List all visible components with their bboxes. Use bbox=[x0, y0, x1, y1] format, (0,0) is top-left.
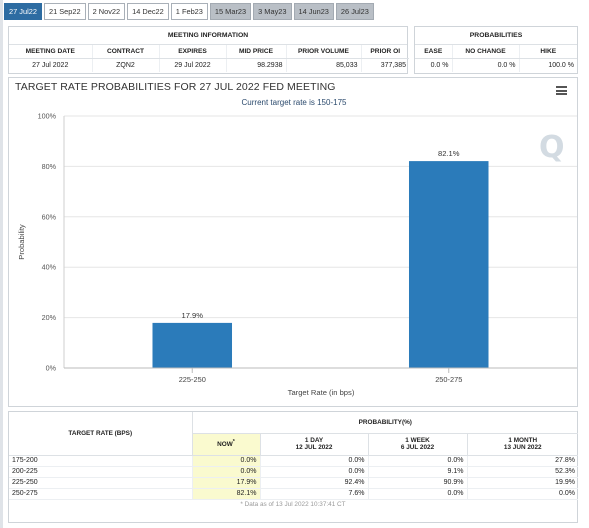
header-no-change: NO CHANGE bbox=[452, 45, 520, 59]
probabilities-panel: PROBABILITIES EASE NO CHANGE HIKE 0.0 % … bbox=[414, 26, 578, 74]
now-cell: 0.0% bbox=[192, 466, 261, 478]
x-axis: 225-250 250-275 bbox=[64, 367, 577, 384]
one-week-cell: 90.9% bbox=[368, 477, 468, 489]
now-cell: 0.0% bbox=[192, 455, 261, 467]
one-day-cell: 0.0% bbox=[260, 455, 369, 467]
x-tick-label: 225-250 bbox=[179, 375, 206, 384]
probability-bar-chart: 0% 20% 40% 60% 80% 100% 17.9% 82.1% 225-250 250… bbox=[17, 112, 577, 397]
header-1-month: 1 MONTH 13 JUN 2022 bbox=[467, 433, 579, 456]
y-tick-label: 60% bbox=[42, 212, 57, 221]
meeting-tabs: 27 Jul22 21 Sep22 2 Nov22 14 Dec22 1 Feb… bbox=[4, 3, 376, 21]
y-tick-label: 80% bbox=[42, 162, 57, 171]
hike-value: 100.0 % bbox=[548, 61, 574, 69]
contract-value: ZQN2 bbox=[92, 58, 160, 72]
tab-meeting-7[interactable]: 3 May23 bbox=[253, 3, 292, 20]
header-contract: CONTRACT bbox=[92, 45, 160, 59]
header-1-day: 1 DAY 12 JUL 2022 bbox=[260, 433, 369, 456]
x-tick-label: 250-275 bbox=[435, 375, 462, 384]
bar-data-label: 17.9% bbox=[181, 311, 203, 320]
tab-meeting-6[interactable]: 15 Mar23 bbox=[209, 3, 252, 20]
rate-cell: 250-275 bbox=[9, 488, 193, 500]
y-tick-label: 100% bbox=[38, 112, 57, 121]
one-month-cell: 52.3% bbox=[467, 466, 579, 478]
header-expires: EXPIRES bbox=[159, 45, 227, 59]
header-meeting-date: MEETING DATE bbox=[9, 45, 93, 59]
probability-history-table: TARGET RATE (BPS) PROBABILITY(%) NOW* 1 … bbox=[9, 412, 579, 500]
probability-history-panel: TARGET RATE (BPS) PROBABILITY(%) NOW* 1 … bbox=[8, 411, 579, 523]
header-prior-oi: PRIOR OI bbox=[361, 45, 409, 59]
chart-title: TARGET RATE PROBABILITIES FOR 27 JUL 202… bbox=[15, 81, 336, 93]
tab-meeting-3[interactable]: 2 Nov22 bbox=[87, 3, 126, 20]
one-day-cell: 7.6% bbox=[260, 488, 369, 500]
target-rate-chart-panel: TARGET RATE PROBABILITIES FOR 27 JUL 202… bbox=[8, 77, 578, 407]
one-week-cell: 0.0% bbox=[368, 488, 468, 500]
data-timestamp-footnote: * Data as of 13 Jul 2022 10:37:41 CT bbox=[240, 500, 346, 508]
cme-logo-watermark: Q bbox=[539, 130, 565, 165]
one-day-cell: 92.4% bbox=[260, 477, 369, 489]
tab-meeting-9[interactable]: 26 Jul23 bbox=[335, 3, 374, 20]
one-month-cell: 19.9% bbox=[467, 477, 579, 489]
no-change-value: 0.0 % bbox=[452, 58, 520, 72]
header-mid-price: MID PRICE bbox=[226, 45, 287, 59]
hamburger-menu-icon[interactable] bbox=[556, 86, 567, 95]
now-cell: 82.1% bbox=[192, 488, 261, 500]
header-ease: EASE bbox=[415, 45, 453, 59]
chart-bars: 17.9% 82.1% bbox=[152, 149, 489, 368]
prior-oi-value: 377,385 bbox=[380, 61, 406, 69]
one-month-cell: 0.0% bbox=[467, 488, 579, 500]
bar-data-label: 82.1% bbox=[438, 149, 460, 158]
meeting-information-title: MEETING INFORMATION bbox=[9, 27, 407, 45]
rate-cell: 225-250 bbox=[9, 477, 193, 489]
tab-meeting-8[interactable]: 14 Jun23 bbox=[293, 3, 334, 20]
window-edge bbox=[0, 0, 3, 528]
y-tick-label: 40% bbox=[42, 263, 57, 272]
table-row: 200-225 0.0% 0.0% 9.1% 52.3% bbox=[9, 466, 579, 478]
header-probability: PROBABILITY(%) bbox=[192, 412, 579, 434]
table-row: 250-275 82.1% 7.6% 0.0% 0.0% bbox=[9, 488, 579, 500]
y-tick-label: 0% bbox=[46, 364, 57, 373]
probabilities-table: EASE NO CHANGE HIKE 0.0 % 0.0 % 100.0 % bbox=[415, 45, 577, 72]
one-week-cell: 9.1% bbox=[368, 466, 468, 478]
header-now: NOW* bbox=[192, 433, 261, 456]
header-target-rate: TARGET RATE (BPS) bbox=[9, 412, 193, 456]
one-week-cell: 0.0% bbox=[368, 455, 468, 467]
x-axis-label: Target Rate (in bps) bbox=[288, 388, 355, 397]
probabilities-title: PROBABILITIES bbox=[415, 27, 577, 45]
rate-cell: 175-200 bbox=[9, 455, 193, 467]
chart-subtitle: Current target rate is 150-175 bbox=[241, 98, 347, 107]
table-row: 225-250 17.9% 92.4% 90.9% 19.9% bbox=[9, 477, 579, 489]
header-prior-volume: PRIOR VOLUME bbox=[286, 45, 362, 59]
meeting-information-table: MEETING DATE CONTRACT EXPIRES MID PRICE … bbox=[9, 45, 409, 72]
one-day-cell: 0.0% bbox=[260, 466, 369, 478]
meeting-date-value: 27 Jul 2022 bbox=[9, 58, 93, 72]
bar bbox=[152, 322, 233, 368]
tab-meeting-4[interactable]: 14 Dec22 bbox=[127, 3, 169, 20]
one-month-cell: 27.8% bbox=[467, 455, 579, 467]
y-axis-label: Probability bbox=[17, 224, 26, 260]
header-hike: HIKE bbox=[519, 45, 577, 59]
tab-meeting-1[interactable]: 27 Jul22 bbox=[4, 3, 42, 20]
expires-value: 29 Jul 2022 bbox=[159, 58, 227, 72]
ease-value: 0.0 % bbox=[415, 58, 453, 72]
header-1-week: 1 WEEK 6 JUL 2022 bbox=[368, 433, 468, 456]
bar bbox=[408, 161, 489, 368]
chart-gridlines bbox=[64, 115, 577, 369]
y-axis: 0% 20% 40% 60% 80% 100% bbox=[38, 112, 65, 373]
prior-volume-value: 85,033 bbox=[286, 58, 362, 72]
tab-meeting-2[interactable]: 21 Sep22 bbox=[43, 3, 86, 20]
meeting-information-panel: MEETING INFORMATION MEETING DATE CONTRAC… bbox=[8, 26, 409, 74]
table-row: 175-200 0.0% 0.0% 0.0% 27.8% bbox=[9, 455, 579, 467]
y-tick-label: 20% bbox=[42, 313, 57, 322]
rate-cell: 200-225 bbox=[9, 466, 193, 478]
mid-price-value: 98.2938 bbox=[226, 58, 287, 72]
now-cell: 17.9% bbox=[192, 477, 261, 489]
tab-meeting-5[interactable]: 1 Feb23 bbox=[170, 3, 208, 20]
